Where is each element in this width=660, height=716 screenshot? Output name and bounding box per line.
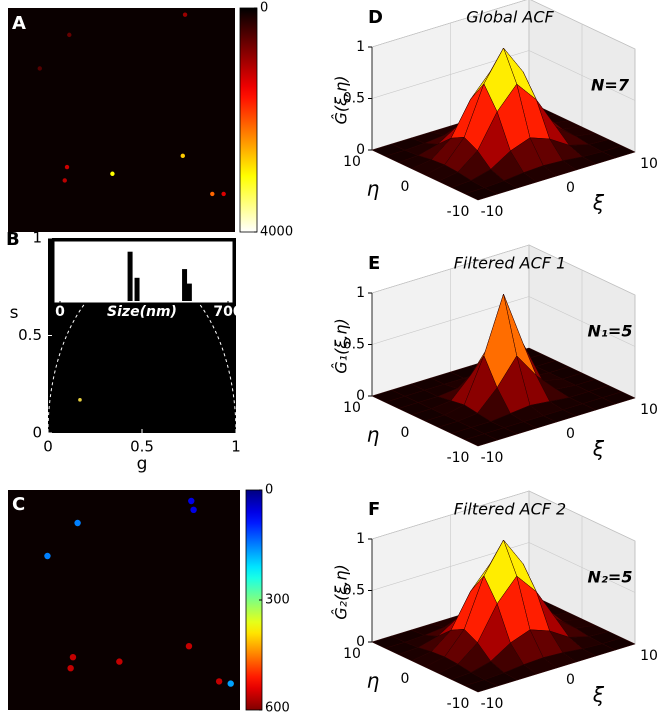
- colorbar-tick-label: 300: [265, 593, 290, 608]
- x-tick-label: 0: [43, 438, 53, 456]
- x-tick-label: 0: [566, 426, 575, 442]
- inset-area: [53, 240, 234, 304]
- z-tick-label: 1: [356, 39, 365, 55]
- point: [78, 398, 82, 402]
- annotation: N₂=5: [588, 568, 633, 587]
- colorbar-tick-label: 0: [265, 483, 273, 498]
- inset-bar: [127, 251, 133, 301]
- spot: [62, 178, 67, 183]
- z-tick-label: 0: [356, 142, 365, 158]
- spot: [210, 191, 215, 197]
- z-tick-label: 0.5: [343, 337, 365, 353]
- spot: [67, 665, 74, 672]
- y-tick-label: -10: [447, 696, 470, 712]
- panel-title: Filtered ACF 1: [454, 254, 566, 273]
- y-axis-label: η: [367, 177, 380, 201]
- spot: [221, 191, 226, 197]
- surface-patch: [464, 679, 499, 693]
- z-tick-label: 0: [356, 634, 365, 650]
- panel-title: Global ACF: [466, 8, 554, 27]
- panel-label: C: [12, 494, 25, 515]
- spot: [188, 497, 195, 505]
- y-tick-label: -10: [447, 204, 470, 220]
- colorbar-tick-label: 0: [260, 1, 268, 16]
- image-background: [8, 8, 235, 232]
- inset-x-label: Size(nm): [107, 304, 177, 320]
- y-tick-label: 0: [32, 424, 42, 442]
- spot: [64, 164, 70, 170]
- panel-label: F: [368, 499, 380, 520]
- z-tick-label: 0.5: [343, 583, 365, 599]
- spot: [110, 171, 115, 176]
- y-tick-label: 10: [343, 154, 361, 170]
- z-axis-label: Ĝ(ξ,η): [332, 75, 351, 124]
- z-tick-label: 0: [356, 388, 365, 404]
- panel-label: D: [368, 7, 383, 28]
- spot: [185, 643, 193, 650]
- x-axis-label: ξ: [592, 437, 605, 461]
- z-tick-label: 0.5: [343, 91, 365, 107]
- panel-title: Filtered ACF 2: [454, 500, 566, 519]
- surface-patch: [464, 187, 499, 201]
- y-tick-label: 0: [401, 671, 410, 687]
- y-axis-label: η: [367, 423, 380, 447]
- spot: [190, 506, 197, 513]
- panel-label: E: [368, 253, 380, 274]
- x-tick-label: 10: [640, 156, 658, 172]
- spot: [116, 658, 123, 665]
- y-axis-label: s: [10, 303, 19, 323]
- x-tick-label: 0.5: [130, 438, 154, 456]
- spot: [69, 654, 77, 661]
- inset-x-tick-label: 0: [55, 304, 65, 320]
- x-axis-label: ξ: [592, 191, 605, 215]
- y-tick-label: 1: [32, 229, 42, 247]
- x-tick-label: 10: [640, 402, 658, 418]
- spot: [180, 153, 185, 159]
- x-axis-label: ξ: [592, 683, 605, 707]
- spot: [44, 552, 51, 560]
- panel-label: B: [6, 229, 20, 250]
- y-tick-label: 10: [343, 646, 361, 662]
- y-tick-label: 10: [343, 400, 361, 416]
- x-tick-label: 0: [566, 672, 575, 688]
- colorbar-tick-label: 600: [265, 701, 290, 716]
- colorbar: [239, 7, 258, 233]
- z-tick-label: 1: [356, 285, 365, 301]
- annotation: N=7: [591, 76, 630, 95]
- y-tick-label: 0: [401, 425, 410, 441]
- y-tick-label: 0: [401, 179, 410, 195]
- z-axis-label: Ĝ₂(ξ,η): [332, 564, 351, 619]
- y-axis-label: η: [367, 669, 380, 693]
- x-tick-label: 10: [640, 648, 658, 664]
- x-tick-label: -10: [481, 450, 504, 466]
- x-tick-label: -10: [481, 204, 504, 220]
- inset-bar: [182, 269, 188, 301]
- z-tick-label: 1: [356, 531, 365, 547]
- spot: [215, 678, 223, 685]
- x-tick-label: 1: [231, 438, 241, 456]
- surface-patch: [464, 433, 499, 447]
- spot: [74, 519, 81, 527]
- inset-x-tick-label: 700: [213, 304, 242, 320]
- inset-bar: [134, 277, 140, 301]
- y-tick-label: -10: [447, 450, 470, 466]
- spot: [182, 12, 188, 17]
- panel-label: A: [12, 13, 26, 34]
- z-axis-label: Ĝ₁(ξ,η): [332, 318, 351, 373]
- colorbar-tick-label: 4000: [260, 225, 293, 240]
- annotation: N₁=5: [588, 322, 633, 341]
- x-tick-label: -10: [481, 696, 504, 712]
- y-tick-label: 0.5: [18, 326, 42, 344]
- spot: [37, 66, 42, 71]
- spot: [227, 680, 234, 687]
- inset-bar: [186, 283, 192, 301]
- spot: [67, 32, 72, 38]
- x-tick-label: 0: [566, 180, 575, 196]
- x-axis-label: g: [137, 454, 148, 474]
- image-background: [8, 490, 240, 710]
